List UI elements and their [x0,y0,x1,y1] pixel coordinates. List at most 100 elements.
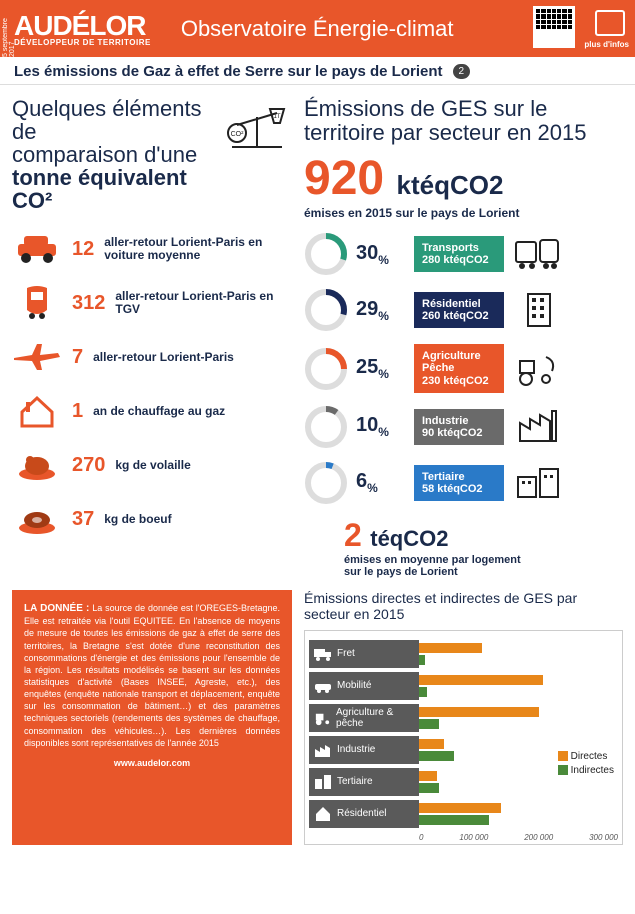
axis-tick: 100 000 [459,833,488,842]
comparison-block: CO² 1T Quelques éléments de comparaison … [12,97,292,578]
sectors-title: Émissions de GES sur le territoire par s… [304,97,623,145]
legend-item: Directes [558,751,614,762]
sector-row: 25% Agriculture Pêche230 ktéqCO2 [304,344,623,392]
bar-indirect [419,655,425,665]
donut-gauge [304,405,348,449]
bar-indirect [419,815,489,825]
sector-label: Résidentiel260 ktéqCO2 [414,292,504,328]
sector-percent: 30% [356,242,406,267]
data-source-box: LA DONNÉE : La source de donnée est l'OR… [12,590,292,845]
comparison-row: 312aller-retour Lorient-Paris en TGV [12,284,292,322]
comparison-number: 1 [72,400,83,423]
plane-icon [12,338,62,376]
chart-row: Agriculture & pêche [309,703,618,733]
chart-row-label: Fret [309,640,419,668]
bar-indirect [419,751,454,761]
bus-icon [512,236,562,272]
publication-date: 5 septembre 2017 [2,12,16,57]
comparison-text: kg de volaille [115,459,190,472]
bar-indirect [419,687,427,697]
header: 5 septembre 2017 AUDÉLOR DÉVELOPPEUR DE … [0,0,635,57]
bar-direct [419,675,543,685]
chart-row-label: Agriculture & pêche [309,704,419,732]
comparison-text: aller-retour Lorient-Paris [93,351,234,364]
comparison-text: aller-retour Lorient-Paris en voiture mo… [104,236,292,262]
train-icon [12,284,62,322]
svg-text:CO²: CO² [231,131,245,138]
sectors-block: Émissions de GES sur le territoire par s… [304,97,623,578]
factory-icon [512,409,562,445]
factory2-icon [313,741,333,759]
comparison-row: 1 an de chauffage au gaz [12,392,292,430]
bar-indirect [419,783,439,793]
total-number: 920 [304,152,384,205]
data-body: La source de donnée est l'OREGES-Bretagn… [24,603,280,748]
qr-code-icon [533,6,575,48]
sector-label: Tertiaire58 ktéqCO2 [414,465,504,501]
svg-text:1T: 1T [273,114,280,120]
total-unit: ktéqCO2 [397,170,504,200]
bar-indirect [419,719,439,729]
axis-tick: 300 000 [589,833,618,842]
house-icon [12,392,62,430]
sector-row: 6% Tertiaire58 ktéqCO2 [304,461,623,505]
sector-row: 30%Transports280 ktéqCO2 [304,232,623,276]
comparison-number: 37 [72,508,94,531]
donut-gauge [304,232,348,276]
comparison-text: kg de boeuf [104,513,171,526]
donut-gauge [304,461,348,505]
comparison-number: 7 [72,346,83,369]
truck-icon [313,645,333,663]
bar-direct [419,643,482,653]
building-icon [512,292,562,328]
axis-tick: 200 000 [524,833,553,842]
sector-row: 29% Résidentiel260 ktéqCO2 [304,288,623,332]
phone-icon [595,10,625,36]
header-title: Observatoire Énergie-climat [181,16,454,42]
sector-percent: 10% [356,414,406,439]
chart-title: Émissions directes et indirectes de GES … [304,590,623,622]
legend-label: Indirectes [571,765,614,776]
chart-row: Fret [309,639,618,669]
tractor2-icon [313,709,332,727]
plus-infos-label: plus d'infos [584,40,629,49]
bar-direct [419,707,539,717]
bar-direct [419,803,501,813]
chart-block: Émissions directes et indirectes de GES … [304,590,623,845]
chart-row: Résidentiel [309,799,618,829]
sector-percent: 6% [356,470,406,495]
legend-swatch [558,751,568,761]
subheader: Les émissions de Gaz à effet de Serre su… [0,57,635,85]
car-icon [12,230,62,268]
logo-subtitle: DÉVELOPPEUR DE TERRITOIRE [14,38,151,47]
car2-icon [313,677,333,695]
chart-row-label: Mobilité [309,672,419,700]
donut-gauge [304,288,348,332]
total-caption: émises en 2015 sur le pays de Lorient [304,206,623,220]
sector-row: 10%Industrie90 ktéqCO2 [304,405,623,449]
offices2-icon [313,773,333,791]
page-number-badge: 2 [453,64,471,79]
sector-label: Agriculture Pêche230 ktéqCO2 [414,344,504,392]
per-dwelling-stat: 2 téqCO2 émises en moyenne par logement … [344,517,623,578]
chart-row-label: Industrie [309,736,419,764]
beef-icon [12,500,62,538]
website-url: www.audelor.com [24,757,280,769]
bar-direct [419,771,437,781]
comparison-row: 37 kg de boeuf [12,500,292,538]
comparison-row: 12 aller-retour Lorient-Paris en voiture … [12,230,292,268]
chart-row-label: Tertiaire [309,768,419,796]
axis-tick: 0 [419,833,423,842]
comparison-number: 12 [72,238,94,261]
poultry-icon [12,446,62,484]
sector-percent: 25% [356,356,406,381]
comparison-text: an de chauffage au gaz [93,405,225,418]
legend-item: Indirectes [558,765,614,776]
sector-percent: 29% [356,298,406,323]
logo-block: AUDÉLOR DÉVELOPPEUR DE TERRITOIRE [14,10,151,47]
chart-row-label: Résidentiel [309,800,419,828]
subheader-title: Les émissions de Gaz à effet de Serre su… [14,63,443,80]
comparison-number: 270 [72,454,105,477]
comparison-row: 270 kg de volaille [12,446,292,484]
donut-gauge [304,347,348,391]
